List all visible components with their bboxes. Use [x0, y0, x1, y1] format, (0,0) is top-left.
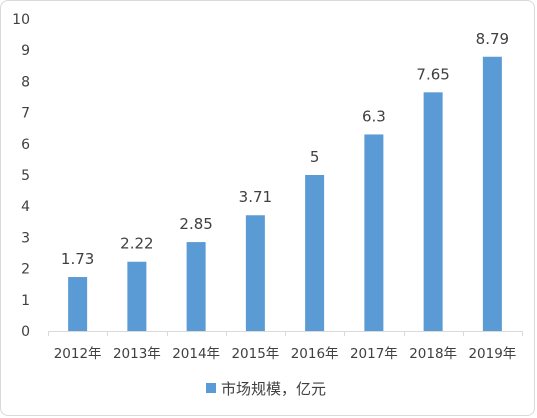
bar	[482, 56, 502, 331]
y-tick-label: 9	[21, 43, 30, 59]
data-label: 2.85	[179, 215, 212, 233]
data-label: 8.79	[476, 30, 509, 48]
bar	[305, 175, 325, 331]
y-tick-label: 8	[21, 74, 30, 90]
y-tick-label: 4	[21, 199, 30, 215]
data-label: 7.65	[416, 65, 449, 83]
x-tick-label: 2019年	[468, 346, 516, 362]
legend-swatch	[206, 383, 216, 393]
legend-label: 市场规模，亿元	[221, 380, 326, 398]
x-tick-label: 2015年	[231, 346, 279, 362]
x-tick-label: 2012年	[54, 346, 102, 362]
data-label: 6.3	[362, 107, 386, 125]
bar	[423, 92, 443, 331]
y-tick-label: 7	[21, 106, 30, 122]
data-label: 5	[310, 148, 320, 166]
y-tick-label: 1	[21, 293, 30, 309]
data-label: 2.22	[120, 235, 153, 253]
y-tick-label: 2	[21, 262, 30, 278]
x-tick-label: 2016年	[291, 346, 339, 362]
bar	[364, 134, 384, 331]
x-tick-label: 2018年	[409, 346, 457, 362]
y-tick-label: 3	[21, 230, 30, 246]
bars	[68, 56, 502, 331]
x-tick-label: 2013年	[113, 346, 161, 362]
bar	[186, 242, 206, 331]
bar	[68, 277, 88, 331]
legend: 市场规模，亿元	[206, 380, 326, 398]
x-tick-label: 2014年	[172, 346, 220, 362]
bar	[245, 215, 265, 331]
bar	[127, 261, 147, 331]
data-label: 3.71	[239, 188, 272, 206]
x-tick-label: 2017年	[350, 346, 398, 362]
x-axis: 2012年 2013年 2014年 2015年 2016年 2017年 2018年 2019年	[48, 331, 523, 362]
y-tick-label: 10	[12, 12, 30, 28]
y-axis: 0 1 2 3 4 5 6 7 8 9 10	[12, 12, 30, 340]
y-tick-label: 6	[21, 137, 30, 153]
y-tick-label: 5	[21, 168, 30, 184]
data-label: 1.73	[61, 250, 94, 268]
data-labels: 1.73 2.22 2.85 3.71 5 6.3 7.65 8.79	[61, 30, 509, 268]
y-tick-label: 0	[21, 324, 30, 340]
